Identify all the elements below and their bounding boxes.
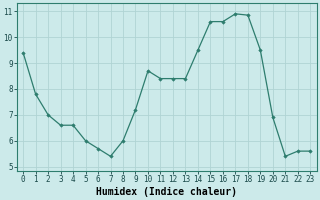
X-axis label: Humidex (Indice chaleur): Humidex (Indice chaleur) (96, 186, 237, 197)
